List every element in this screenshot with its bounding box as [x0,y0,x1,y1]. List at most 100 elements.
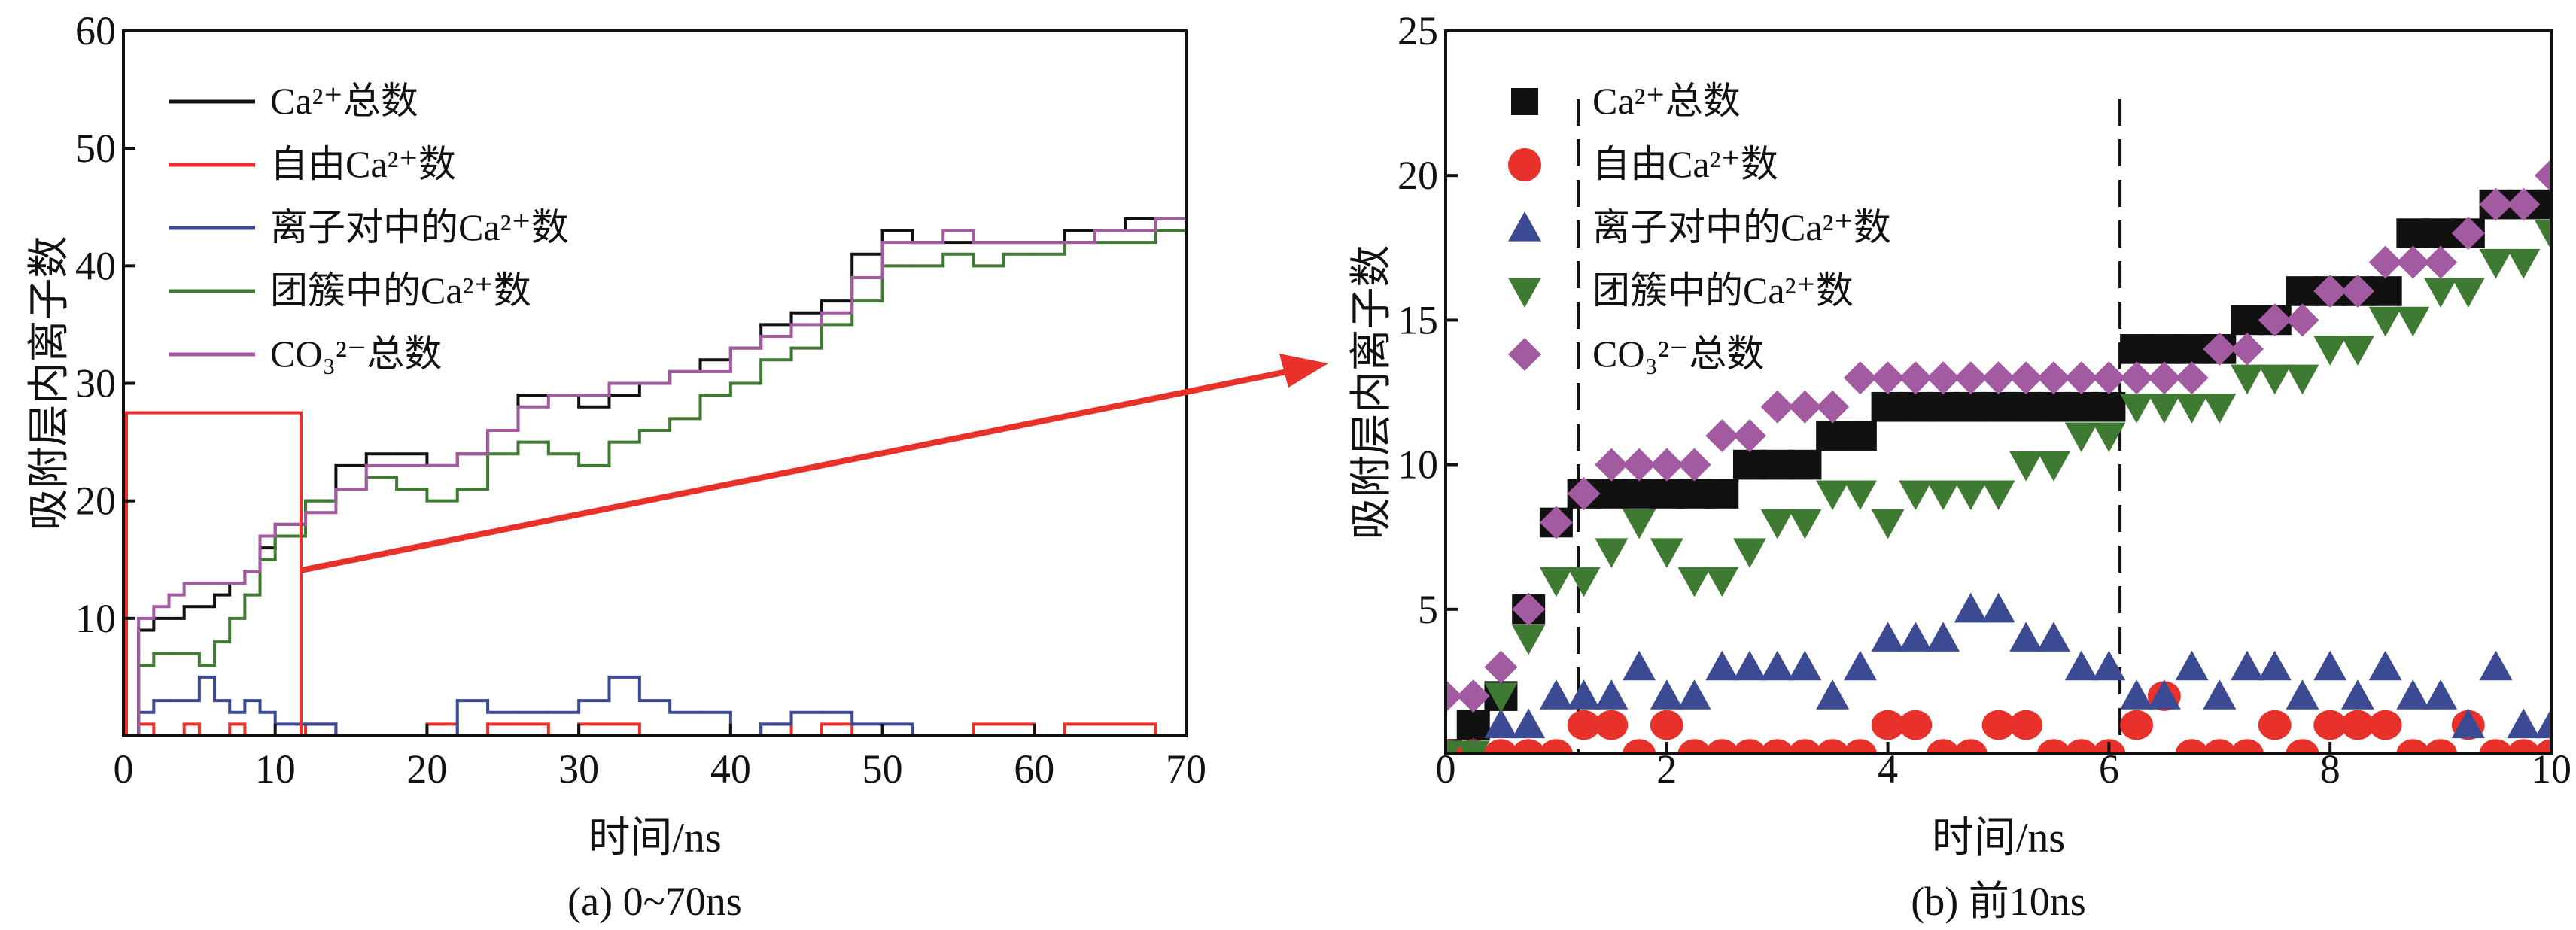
data-point [759,358,763,362]
data-point-circle [1816,739,1850,754]
data-point [182,652,186,655]
data-point-triangle-up [2313,650,2347,681]
data-point-triangle-down [2286,364,2319,395]
data-point-circle [1567,710,1601,740]
x-tick-label: 0 [1436,746,1456,792]
legend-triangle-up-marker [1508,211,1541,242]
legend-triangle-down-marker [1508,278,1541,308]
legend-label: 离子对中的Ca²⁺数 [1592,206,1891,248]
data-point-triangle-down [1595,538,1629,568]
legend-label: 自由Ca²⁺数 [1592,143,1778,185]
data-point [698,369,702,373]
data-point-triangle-down [2120,394,2154,424]
series-2 [123,675,1186,736]
data-point [577,463,581,467]
data-point [728,381,732,385]
data-point [1124,229,1127,232]
data-point [167,699,171,703]
data-point [228,581,232,585]
x-tick-label: 2 [1656,746,1677,792]
data-point [546,710,550,714]
y-tick-label: 10 [1397,442,1438,488]
y-tick-label: 10 [75,596,116,641]
data-point-triangle-down [2424,278,2458,308]
plot-area [123,193,1186,736]
x-tick-label: 70 [1166,746,1206,792]
data-point-diamond [2286,303,2319,337]
data-point-square [2424,218,2458,248]
y-tick-label: 50 [75,126,116,171]
data-point [972,264,975,268]
data-point [167,652,171,655]
legend-label: CO₃²⁻总数 [270,333,442,375]
data-point [486,710,490,714]
data-point-triangle-up [1623,650,1656,681]
data-point-square [2064,391,2098,422]
legend-diamond-marker [1508,338,1541,371]
data-point-triangle-down [1623,509,1656,539]
data-point [1002,241,1005,245]
data-point-triangle-down [1484,682,1518,713]
zoom-arrow [300,354,1328,573]
data-point-triangle-down [2368,306,2402,337]
data-point [1124,722,1127,726]
data-point-diamond [2507,187,2541,221]
data-point [486,722,490,726]
data-point [1093,229,1096,232]
data-point-triangle-down [2009,451,2043,482]
data-point-square [2036,391,2070,422]
data-point-square [2231,305,2264,336]
data-point-circle [1595,710,1629,740]
data-point [395,452,399,456]
data-point-triangle-up [1484,708,1518,739]
data-point [197,675,201,679]
data-point-circle [1760,739,1794,754]
data-point-circle [2258,710,2292,740]
data-point-diamond [1954,361,1988,395]
data-point-circle [1954,739,1988,754]
data-point-square [1456,710,1490,740]
x-tick-label: 6 [2099,746,2119,792]
data-point-diamond [1623,448,1656,482]
data-point-diamond [1899,361,1933,395]
data-point [1063,722,1066,726]
x-tick-label: 40 [710,746,751,792]
data-point [637,699,641,703]
data-point-circle [2340,710,2374,740]
data-point-square [1788,449,1822,480]
data-point [941,229,945,232]
legend-label: 自由Ca²⁺数 [270,143,456,185]
data-point-circle [1705,739,1739,754]
data-point-circle [1623,739,1656,754]
data-point-diamond [2340,274,2374,308]
zoom-arrow-line [300,367,1295,573]
data-point-triangle-down [1677,567,1711,597]
data-point [243,699,247,703]
data-point [334,488,338,491]
x-tick-label: 4 [1878,746,1898,792]
data-point-triangle-down [1760,509,1794,539]
data-point [698,710,702,714]
data-point-square [1595,479,1629,509]
data-point-diamond [2175,361,2209,395]
data-point-triangle-down [1732,538,1766,568]
data-point-triangle-down [1927,480,1960,511]
data-point [607,675,611,679]
data-point [228,710,232,714]
y-tick-label: 25 [1397,8,1438,53]
data-point [243,593,247,597]
data-point-diamond [1705,419,1739,453]
data-point-triangle-down [2535,220,2551,251]
data-point-triangle-down [2064,422,2098,453]
data-point-triangle-down [2396,306,2430,337]
y-axis-label: 吸附层内离子数 [1349,245,1395,540]
data-point [1124,217,1127,220]
data-point-circle [1981,710,2015,740]
data-point [182,722,186,726]
data-point-square [1927,391,1960,422]
data-point-diamond [2313,274,2347,308]
data-point-triangle-up [1705,650,1739,681]
data-point-circle [2396,739,2430,754]
data-point [850,722,854,726]
